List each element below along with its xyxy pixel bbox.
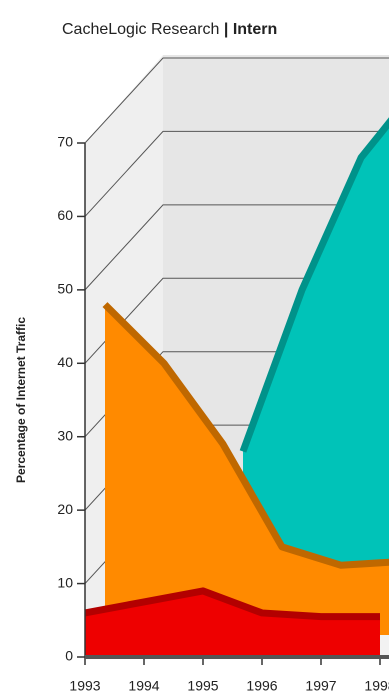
x-tick-label: 1997 — [305, 678, 336, 694]
area — [85, 590, 380, 657]
grid-line — [84, 130, 389, 217]
area-edge — [84, 587, 380, 621]
y-tick-label: 20 — [57, 501, 73, 517]
y-axis-label: Percentage of Internet Traffic — [14, 317, 28, 483]
grid-line — [84, 57, 389, 144]
area-edge — [239, 117, 389, 453]
y-tick-label: 10 — [57, 574, 73, 590]
x-tick-label: 1993 — [69, 678, 100, 694]
y-tick-label: 60 — [57, 207, 73, 223]
x-tick-label: 1996 — [246, 678, 277, 694]
x-tick-label: 1995 — [187, 678, 218, 694]
x-tick-label: 1998 — [364, 678, 389, 694]
chart-title: CacheLogic Research | Intern — [62, 21, 277, 38]
y-tick-label: 50 — [57, 281, 73, 297]
area-edge — [102, 302, 389, 569]
x-tick-label: 1994 — [128, 678, 159, 694]
grid-line — [84, 204, 389, 291]
y-tick-label: 0 — [65, 648, 73, 664]
y-tick-label: 30 — [57, 427, 73, 443]
area — [243, 122, 389, 613]
y-tick-label: 70 — [57, 134, 73, 150]
y-tick-label: 40 — [57, 354, 73, 370]
area — [105, 304, 389, 635]
